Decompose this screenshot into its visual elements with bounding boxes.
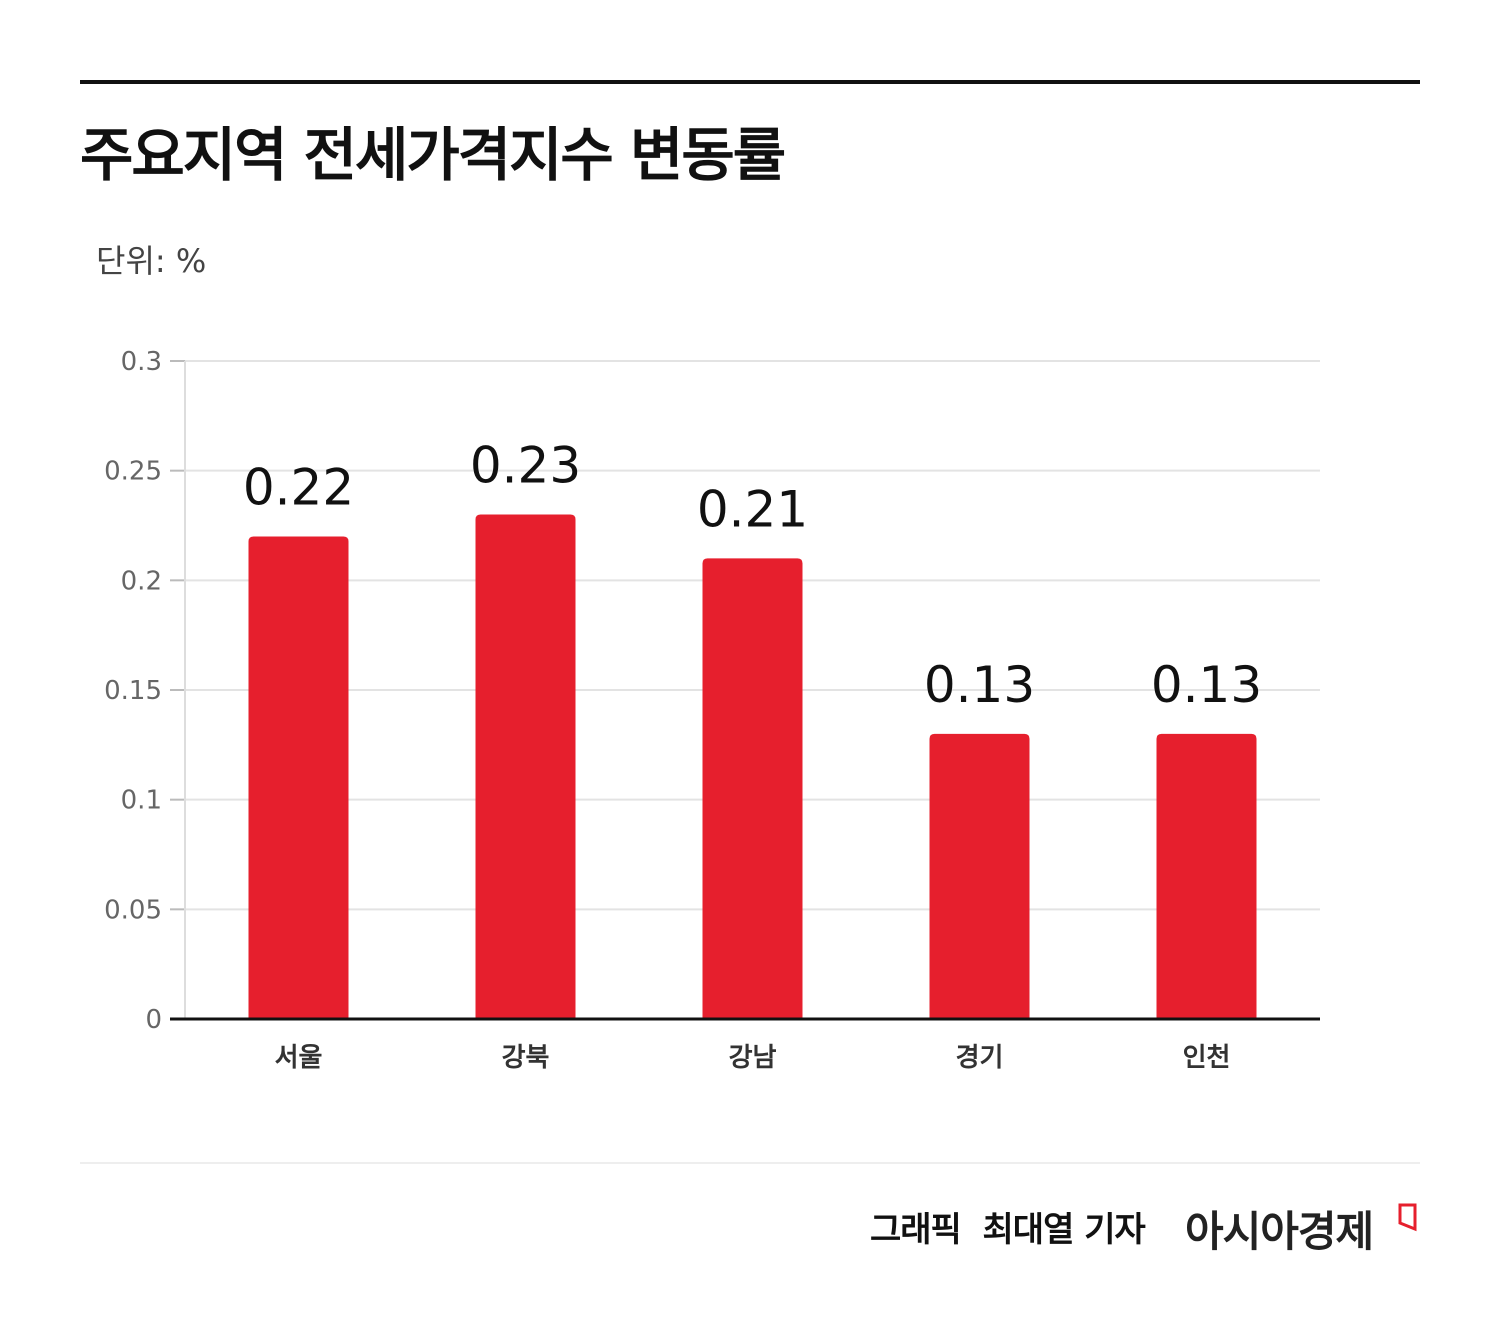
x-tick-label: 강북 xyxy=(502,1043,550,1073)
y-tick-label: 0 xyxy=(145,1005,162,1035)
y-tick-label: 0.3 xyxy=(121,347,162,377)
data-label: 0.23 xyxy=(470,437,581,495)
chart-title: 주요지역 전세가격지수 변동률 xyxy=(80,121,786,189)
credit: 그래픽 최대열 기자 xyxy=(870,1210,1146,1250)
y-tick-label: 0.05 xyxy=(104,895,162,925)
bar-강북 xyxy=(475,514,576,1019)
bottom-rule xyxy=(80,1162,1420,1164)
data-label: 0.21 xyxy=(697,480,808,538)
bar-인천 xyxy=(1156,733,1257,1019)
x-tick-label: 경기 xyxy=(956,1043,1004,1073)
data-label: 0.13 xyxy=(924,656,1035,714)
data-label: 0.13 xyxy=(1151,656,1262,714)
logo-mark-icon xyxy=(1398,1203,1417,1232)
y-tick-label: 0.1 xyxy=(121,786,162,816)
x-tick-label: 강남 xyxy=(729,1043,777,1073)
unit-label: 단위: % xyxy=(96,242,207,280)
top-rule xyxy=(80,80,1420,84)
y-tick-label: 0.2 xyxy=(121,566,162,596)
x-tick-label: 서울 xyxy=(275,1043,323,1073)
y-tick-label: 0.15 xyxy=(104,676,162,706)
bar-강남 xyxy=(702,558,803,1019)
bar-서울 xyxy=(248,536,349,1019)
data-label: 0.22 xyxy=(243,458,354,516)
logo: 아시아경제 xyxy=(1185,1207,1374,1256)
bar-경기 xyxy=(929,733,1030,1019)
x-tick-label: 인천 xyxy=(1183,1043,1231,1073)
y-tick-label: 0.25 xyxy=(104,457,162,487)
